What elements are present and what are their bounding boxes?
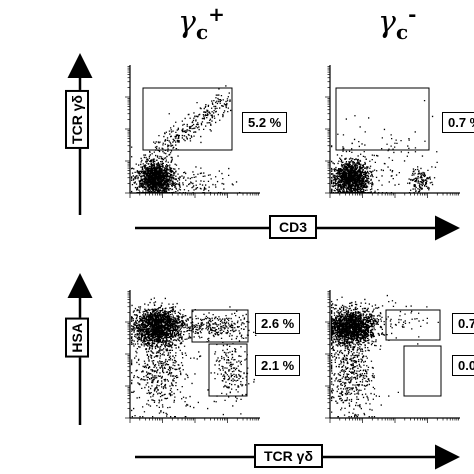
column-title-gamma-c-plus: γc+ [178, 2, 225, 44]
panel-top-left-gate [142, 87, 233, 151]
panel-bottom-left-hsa-high-gd [176, 306, 257, 346]
gate-label-top-right: 0.7 % [442, 112, 474, 133]
panel-top-right-cd3-population [407, 166, 436, 194]
gate-label-bottom-left-lower: 2.1 % [255, 355, 301, 376]
panel-top-right-main-population [331, 146, 383, 194]
panel-top-left-gd-population [149, 85, 232, 162]
gate-label-bottom-right-upper: 0.7 [452, 313, 474, 334]
panel-bottom-left-hsa-low-gd [199, 327, 255, 416]
panel-bottom-right-main-population [331, 296, 393, 356]
gate-label-bottom-right-lower: 0.0 [452, 355, 474, 376]
gate-label-bottom-left-upper: 2.6 % [255, 313, 301, 334]
column-title-gamma-c-minus: γc- [378, 2, 417, 44]
bottom-x-axis-label: TCR γδ [254, 444, 323, 468]
top-y-axis-label: TCR γδ [65, 90, 89, 149]
panel-top-left-main-population [131, 141, 192, 194]
panel-bottom-right-upper-gate [385, 309, 441, 341]
panel-bottom-right-tail-population [331, 320, 399, 418]
panel-bottom-left-upper-gate [191, 309, 249, 343]
panel-bottom-left-lower-gate [208, 343, 248, 397]
bottom-y-axis-label: HSA [65, 318, 89, 358]
panel-bottom-left-main-population [131, 297, 197, 357]
panel-bottom-right-lower-gate [403, 345, 442, 397]
gate-label-top-left: 5.2 % [242, 112, 288, 133]
top-x-axis-label: CD3 [269, 215, 318, 239]
panel-top-right-gate [335, 87, 430, 151]
